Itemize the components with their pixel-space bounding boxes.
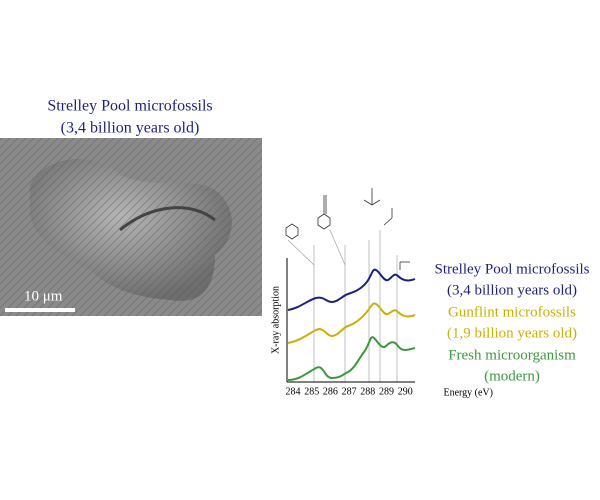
- x-tick-label: 286: [323, 386, 338, 397]
- spectra-axes: [286, 258, 415, 383]
- x-tick-label: 290: [398, 386, 413, 397]
- scale-bar-label: 10 μm: [24, 288, 63, 304]
- sample-labels: Strelley Pool microfossils (3,4 billion y…: [435, 261, 590, 384]
- x-tick-label: 288: [360, 386, 375, 397]
- molecule-sketches: [285, 188, 410, 270]
- x-ticks: 284 285 286 287 288 289 290: [286, 386, 413, 397]
- spectrum-curve: [287, 336, 416, 381]
- peak-guides: [287, 229, 398, 382]
- sample-age: (modern): [484, 368, 540, 384]
- x-tick-label: 287: [342, 386, 357, 397]
- sample-name: Strelley Pool microfossils: [435, 261, 590, 277]
- sample-age: (1,9 billion years old): [447, 325, 577, 341]
- x-tick-label: 285: [304, 386, 319, 397]
- image-title: Strelley Pool microfossils: [47, 98, 212, 115]
- sample-age: (3,4 billion years old): [447, 282, 577, 298]
- spectrum-curve: [287, 302, 416, 344]
- x-tick-label: 284: [286, 386, 301, 397]
- x-tick-label: 289: [379, 386, 394, 397]
- x-axis-label: Energy (eV): [443, 387, 493, 398]
- sem-image: [0, 138, 262, 316]
- sample-name: Fresh microorganism: [448, 347, 576, 363]
- spectrum-curve: [287, 268, 416, 311]
- image-title: (3,4 billion years old): [61, 120, 200, 137]
- sample-name: Gunflint microfossils: [448, 304, 576, 320]
- y-axis-label: X-ray absorption: [270, 286, 281, 354]
